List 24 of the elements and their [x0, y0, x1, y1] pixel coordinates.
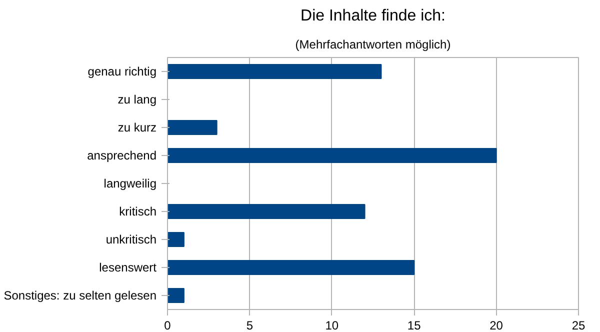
- x-tick-label: 15: [407, 318, 422, 332]
- bar: [168, 260, 415, 275]
- y-tick-label: langweilig: [104, 176, 157, 190]
- y-tick-label: zu lang: [118, 92, 157, 106]
- y-tick-label: genau richtig: [88, 64, 157, 78]
- y-tick-label: zu kurz: [118, 120, 157, 134]
- bar: [168, 204, 366, 219]
- bar: [168, 120, 218, 135]
- x-tick-label: 25: [572, 318, 586, 332]
- y-tick-label: lesenswert: [99, 260, 158, 274]
- y-tick-label: Sonstiges: zu selten gelesen: [4, 288, 156, 302]
- chart-subtitle: (Mehrfachantworten möglich): [295, 38, 451, 52]
- bar: [168, 148, 497, 163]
- y-tick-label: kritisch: [119, 204, 157, 218]
- y-tick-label: unkritisch: [106, 232, 157, 246]
- y-tick-label: ansprechend: [87, 148, 157, 162]
- bar: [168, 288, 184, 303]
- bar: [168, 232, 184, 247]
- x-tick-label: 5: [246, 318, 254, 332]
- chart-title: Die Inhalte finde ich:: [300, 8, 446, 24]
- x-tick-label: 20: [490, 318, 504, 332]
- x-tick-label: 0: [164, 318, 172, 332]
- bar: [168, 64, 382, 79]
- x-tick-label: 10: [325, 318, 339, 332]
